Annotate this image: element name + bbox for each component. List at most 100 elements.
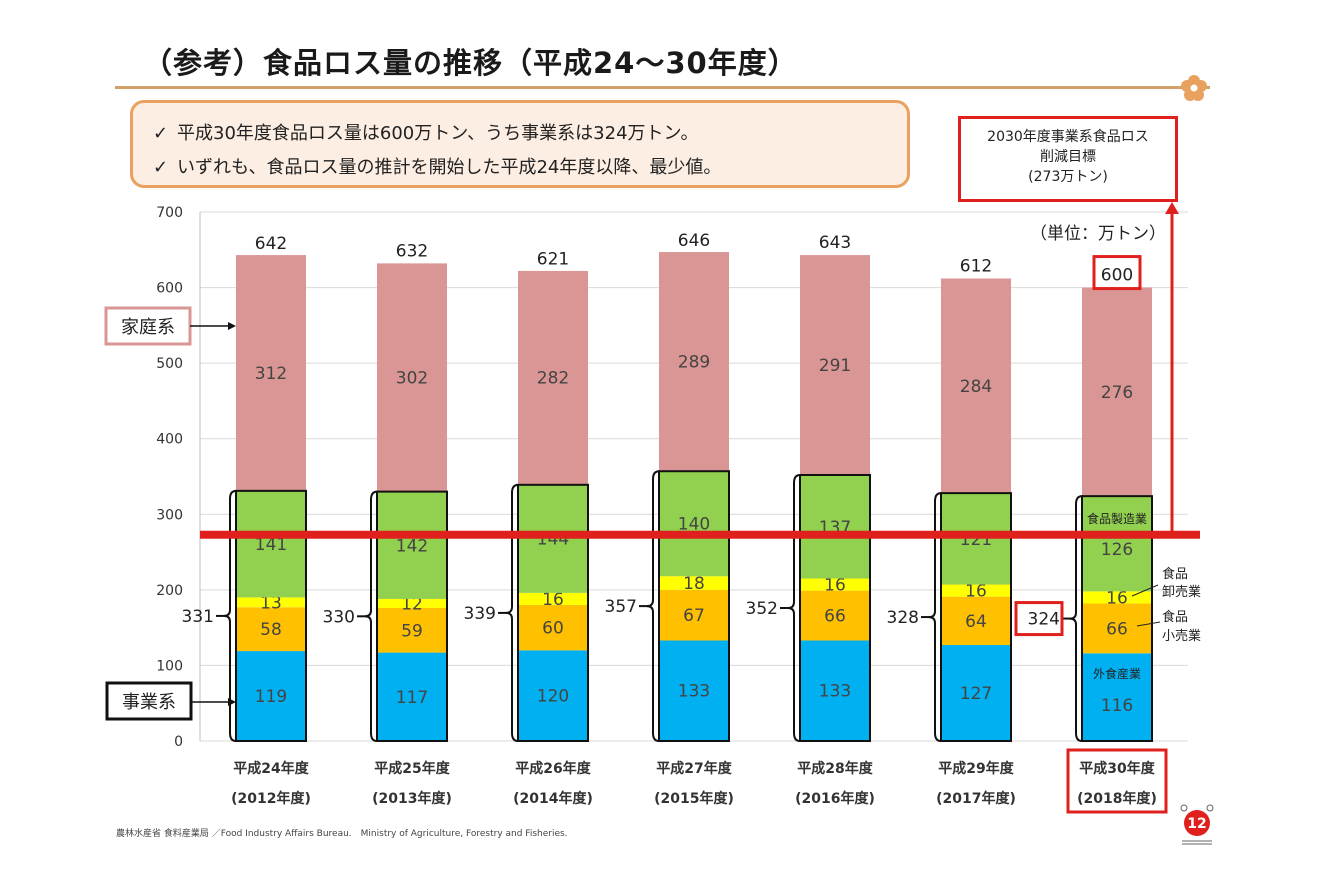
check-icon: ✓ <box>153 157 169 178</box>
total-label: 632 <box>396 241 428 261</box>
business-total-label: 352 <box>746 599 778 619</box>
y-tick-label: 0 <box>174 734 183 750</box>
data-label-manufacturing: 140 <box>678 514 710 534</box>
flower-icon <box>1181 75 1207 101</box>
business-outline <box>1081 495 1153 742</box>
data-label-restaurant: 120 <box>537 687 569 707</box>
business-outline <box>235 489 307 743</box>
x-tick-label: 平成25年度 <box>374 760 450 777</box>
x-tick-label: 平成30年度 <box>1079 760 1155 777</box>
business-label-box <box>105 681 193 721</box>
title-divider <box>115 86 1210 89</box>
total-label: 646 <box>678 231 710 251</box>
x-tick-label: (2015年度) <box>654 790 734 807</box>
summary-box: ✓ 平成30年度食品ロス量は600万トン、うち事業系は324万トン。 ✓ いずれも、… <box>130 100 910 188</box>
business-total-label: 331 <box>182 607 214 627</box>
business-label: 事業系 <box>122 692 176 713</box>
total-label: 621 <box>537 250 569 270</box>
data-label-restaurant: 133 <box>819 682 851 702</box>
bar-segment-retail <box>659 589 729 641</box>
total-label: 642 <box>255 234 287 254</box>
data-label-wholesale: 16 <box>542 590 564 610</box>
bar-segment-retail <box>236 607 306 652</box>
check-icon: ✓ <box>153 123 169 144</box>
x-tick-label: (2012年度) <box>231 790 311 807</box>
business-arrow-head <box>228 698 236 706</box>
bar-segment-manufacturing <box>659 470 729 577</box>
bar-segment-restaurant <box>659 640 729 741</box>
business-brace <box>364 490 378 742</box>
business-total-label: 324 <box>1028 610 1060 630</box>
business-brace <box>505 483 519 742</box>
bar-segment-retail <box>377 607 447 653</box>
data-label-retail: 66 <box>1106 619 1128 639</box>
bar-segment-wholesale <box>800 578 870 591</box>
bar-segment-restaurant <box>800 640 870 741</box>
segment-name-label: 卸売業 <box>1162 584 1201 600</box>
y-tick-label: 700 <box>156 205 183 221</box>
bar-segment-wholesale <box>941 584 1011 597</box>
business-outline <box>376 490 448 742</box>
x-tick-label: (2013年度) <box>372 790 452 807</box>
bar-segment-restaurant <box>377 652 447 741</box>
data-label-wholesale: 16 <box>965 582 987 602</box>
bar-segment-manufacturing <box>800 474 870 579</box>
y-tick-label: 200 <box>156 583 183 599</box>
business-total-label: 330 <box>323 607 355 627</box>
data-label-restaurant: 119 <box>255 687 287 707</box>
bar-segment-retail <box>1082 603 1152 654</box>
retail-pointer <box>1136 621 1161 627</box>
business-outline <box>940 492 1012 742</box>
x-tick-label: (2018年度) <box>1077 790 1157 807</box>
data-label-household: 312 <box>255 364 287 384</box>
wholesale-pointer <box>1131 584 1159 597</box>
data-label-manufacturing: 142 <box>396 536 428 556</box>
bar-segment-wholesale <box>518 592 588 605</box>
data-label-restaurant: 133 <box>678 682 710 702</box>
summary-line-1: ✓ 平成30年度食品ロス量は600万トン、うち事業系は324万トン。 <box>153 123 699 144</box>
data-label-retail: 59 <box>401 621 423 641</box>
bar-segment-manufacturing <box>377 491 447 599</box>
segment-name-label: 食品 <box>1162 609 1188 625</box>
data-label-wholesale: 18 <box>683 574 705 594</box>
bar-segment-household <box>377 263 447 492</box>
category-highlight <box>1066 748 1168 814</box>
page-title: （参考）食品ロス量の推移（平成24～30年度） <box>143 46 798 80</box>
bar-segment-restaurant <box>518 650 588 741</box>
bar-segment-retail <box>518 604 588 651</box>
x-tick-label: 平成28年度 <box>797 760 873 777</box>
household-arrow-head <box>228 322 236 330</box>
y-tick-label: 600 <box>156 281 183 297</box>
x-tick-label: 平成26年度 <box>515 760 591 777</box>
data-label-retail: 60 <box>542 619 564 639</box>
target-line-1: 2030年度事業系食品ロス <box>987 129 1149 145</box>
y-tick-label: 300 <box>156 507 183 523</box>
data-label-retail: 64 <box>965 612 987 632</box>
data-label-household: 284 <box>960 377 992 397</box>
data-label-restaurant: 127 <box>960 684 992 704</box>
business-total-label: 339 <box>464 604 496 624</box>
data-label-manufacturing: 126 <box>1101 540 1133 560</box>
business-total-highlight <box>1014 601 1064 637</box>
bar-segment-household <box>941 278 1011 494</box>
total-label: 612 <box>960 257 992 277</box>
data-label-household: 302 <box>396 369 428 389</box>
footer-credit: 農林水産省 食料産業局 ／Food Industry Affairs Burea… <box>116 829 568 839</box>
bar-segment-wholesale <box>659 576 729 590</box>
data-label-wholesale: 12 <box>401 594 423 614</box>
bar-segment-wholesale <box>236 597 306 608</box>
bar-segment-household <box>518 270 588 485</box>
bar-segment-restaurant <box>941 645 1011 741</box>
segment-name-label: 外食産業 <box>1093 666 1141 681</box>
y-tick-label: 100 <box>156 658 183 674</box>
business-brace <box>646 470 660 742</box>
x-tick-label: 平成29年度 <box>938 760 1014 777</box>
target-line-2: 削減目標 <box>1040 149 1096 165</box>
svg-text:12: 12 <box>1187 816 1206 832</box>
bar-segment-retail <box>941 596 1011 646</box>
y-tick-label: 500 <box>156 356 183 372</box>
business-brace <box>787 473 801 742</box>
unit-label: （単位：万トン） <box>1030 224 1166 244</box>
data-label-manufacturing: 141 <box>255 535 287 555</box>
